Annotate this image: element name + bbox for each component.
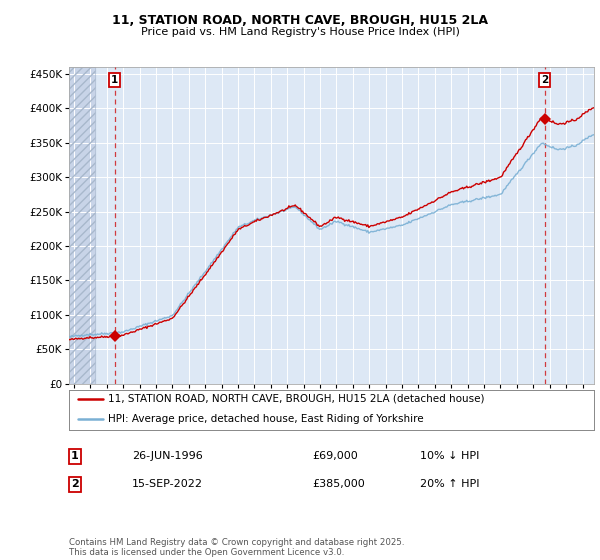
Text: 15-SEP-2022: 15-SEP-2022: [132, 479, 203, 489]
Text: 1: 1: [111, 75, 118, 85]
Text: HPI: Average price, detached house, East Riding of Yorkshire: HPI: Average price, detached house, East…: [109, 414, 424, 424]
Text: £385,000: £385,000: [312, 479, 365, 489]
Text: £69,000: £69,000: [312, 451, 358, 461]
Text: 1: 1: [71, 451, 79, 461]
Text: 2: 2: [541, 75, 548, 85]
Text: 11, STATION ROAD, NORTH CAVE, BROUGH, HU15 2LA: 11, STATION ROAD, NORTH CAVE, BROUGH, HU…: [112, 14, 488, 27]
Bar: [69, 67, 95, 384]
Text: 26-JUN-1996: 26-JUN-1996: [132, 451, 203, 461]
Text: Price paid vs. HM Land Registry's House Price Index (HPI): Price paid vs. HM Land Registry's House …: [140, 27, 460, 37]
Text: 20% ↑ HPI: 20% ↑ HPI: [420, 479, 479, 489]
Text: 10% ↓ HPI: 10% ↓ HPI: [420, 451, 479, 461]
Text: Contains HM Land Registry data © Crown copyright and database right 2025.
This d: Contains HM Land Registry data © Crown c…: [69, 538, 404, 557]
Bar: [69, 67, 95, 384]
Text: 2: 2: [71, 479, 79, 489]
Text: 11, STATION ROAD, NORTH CAVE, BROUGH, HU15 2LA (detached house): 11, STATION ROAD, NORTH CAVE, BROUGH, HU…: [109, 394, 485, 404]
